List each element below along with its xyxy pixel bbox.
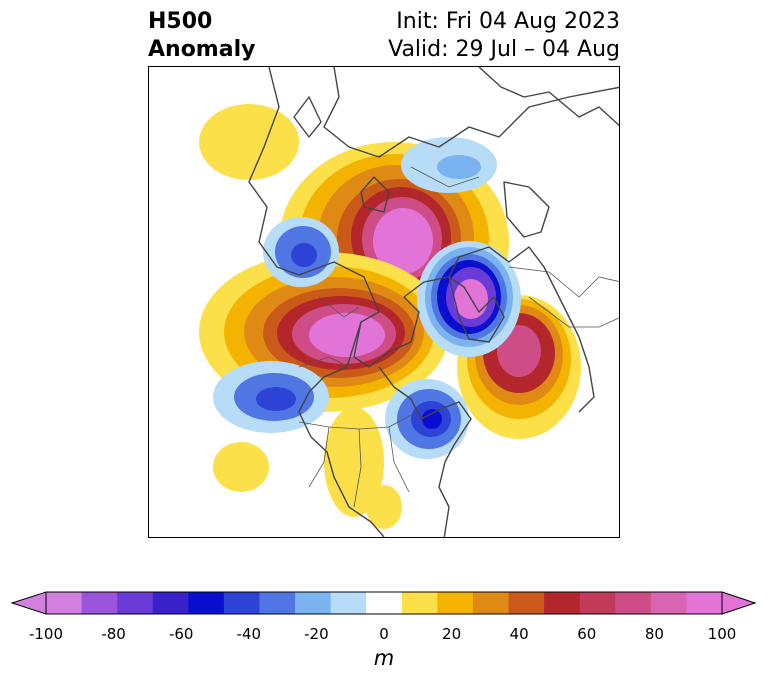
negative-anomaly-pacific (213, 361, 329, 433)
colorbar-left-extension (10, 591, 47, 615)
colorbar-bin (117, 592, 154, 614)
colorbar-bin (437, 592, 474, 614)
positive-anomaly-pacific-nw (199, 104, 299, 180)
colorbar-bin (223, 592, 260, 614)
colorbar-bin (579, 592, 616, 614)
colorbar-tick-label: 0 (379, 625, 389, 643)
colorbar-tick-label: 100 (707, 625, 737, 643)
colorbar-bin (508, 592, 545, 614)
colorbar-bin (152, 592, 189, 614)
colorbar-tick-label: -100 (28, 625, 64, 643)
colorbar-tick-label: 40 (509, 625, 529, 643)
positive-anomaly-southwest (213, 442, 269, 492)
colorbar-tick-label: -40 (236, 625, 262, 643)
map-dates: Init: Fri 04 Aug 2023 Valid: 29 Jul – 04… (388, 8, 620, 64)
colorbar-bin (330, 592, 367, 614)
anomaly-map (199, 67, 619, 537)
init-date: Init: Fri 04 Aug 2023 (396, 9, 620, 34)
colorbar-unit: m (373, 646, 395, 670)
map-title: H500 Anomaly (148, 8, 255, 64)
colorbar-tick-label: 80 (644, 625, 664, 643)
colorbar-tick-label: -20 (304, 625, 329, 643)
colorbar-bin (615, 592, 652, 614)
colorbar (10, 591, 757, 615)
colorbar-bin (650, 592, 687, 614)
colorbar-bin (46, 592, 83, 614)
negative-anomaly-alaska (263, 217, 339, 287)
colorbar-bin (686, 592, 723, 614)
colorbar-right-extension (721, 591, 757, 615)
colorbar-tick-label: -60 (168, 625, 194, 643)
colorbar-tick-label: 20 (442, 625, 462, 643)
valid-range: Valid: 29 Jul – 04 Aug (388, 37, 620, 62)
coastlines (248, 67, 619, 537)
title-line-1: H500 (148, 9, 213, 34)
political-borders (298, 166, 619, 508)
colorbar-tick-label: 60 (577, 625, 597, 643)
colorbar-bin (544, 592, 581, 614)
negative-anomaly-siberia (401, 137, 497, 193)
colorbar-bin (472, 592, 510, 614)
colorbar-tick-label: -80 (101, 625, 126, 643)
positive-anomaly-us-central (324, 407, 402, 529)
colorbar-bin (401, 592, 438, 614)
colorbar-bin (188, 592, 225, 614)
negative-anomaly-northeast (385, 379, 469, 459)
title-line-2: Anomaly (148, 37, 256, 62)
colorbar-bin (81, 592, 118, 614)
colorbar-bin (295, 592, 332, 614)
colorbar-outline (45, 591, 723, 615)
colorbar-bin (366, 592, 403, 614)
map-panel (148, 66, 620, 538)
colorbar-bin (259, 592, 296, 614)
